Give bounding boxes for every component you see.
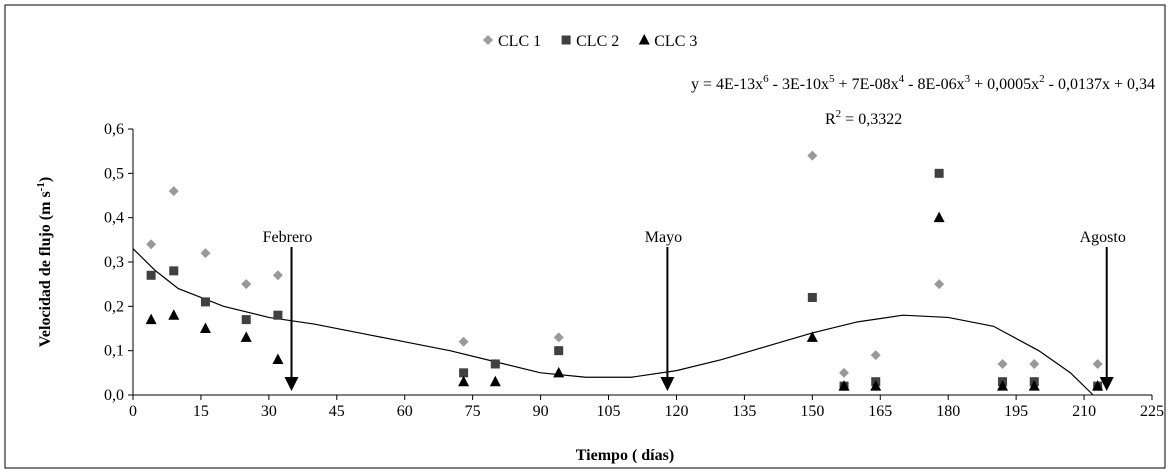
y-label-text: ) <box>37 177 54 182</box>
annotation: Mayo <box>645 229 682 246</box>
point <box>1092 380 1104 391</box>
x-tick-label: 165 <box>868 403 892 420</box>
point <box>240 331 252 342</box>
x-tick-label: 105 <box>597 403 621 420</box>
y-tick-label: 0,4 <box>104 210 124 227</box>
point <box>146 239 157 250</box>
chart-border <box>4 4 1166 469</box>
legend-label: CLC 1 <box>498 33 541 50</box>
superscript: 6 <box>763 73 769 85</box>
point <box>806 331 818 342</box>
superscript: 2 <box>836 108 842 120</box>
point <box>489 375 501 387</box>
x-tick-label: 120 <box>664 403 688 420</box>
point <box>870 380 882 391</box>
arrow-head <box>660 377 675 391</box>
x-tick-label: 150 <box>800 403 824 420</box>
equation-text: - 8E-06x <box>904 76 964 93</box>
point <box>272 270 283 281</box>
point <box>169 266 179 276</box>
x-tick-label: 60 <box>397 403 413 420</box>
point <box>934 279 945 290</box>
point <box>1092 358 1103 369</box>
x-tick-label: 0 <box>129 403 137 420</box>
point <box>199 322 211 333</box>
y-label-sup: -1 <box>35 182 47 191</box>
equation-text: R <box>825 111 836 128</box>
r-squared: R2 = 0,3322 <box>825 108 902 128</box>
equation-text: - 0,0137x + 0,34 <box>1045 76 1155 93</box>
point <box>1029 358 1040 369</box>
trendline <box>132 248 1094 396</box>
point <box>200 248 211 259</box>
equation-text: + 7E-08x <box>835 76 899 93</box>
point <box>459 368 469 378</box>
legend-marker <box>638 34 650 45</box>
y-tick-label: 0,5 <box>104 165 124 182</box>
point <box>168 309 180 320</box>
point <box>997 358 1008 369</box>
x-tick-label: 75 <box>465 403 481 420</box>
point <box>490 359 500 369</box>
legend-label: CLC 3 <box>654 33 697 50</box>
point <box>272 353 284 365</box>
x-tick-label: 45 <box>329 403 345 420</box>
point <box>870 350 881 361</box>
point <box>838 380 850 391</box>
equation: y = 4E-13x6 - 3E-10x5 + 7E-08x4 - 8E-06x… <box>691 73 1155 93</box>
point <box>146 270 156 280</box>
point <box>241 315 251 325</box>
x-tick-label: 15 <box>193 403 209 420</box>
y-tick-label: 0,2 <box>104 298 124 315</box>
y-axis-label: Velocidad de flujo (m s-1) <box>35 177 54 347</box>
point <box>997 380 1009 391</box>
legend-marker <box>561 35 571 45</box>
equation-text: y = 4E-13x <box>691 76 763 93</box>
legend-label: CLC 2 <box>576 33 619 50</box>
annotation: Agosto <box>1080 229 1126 246</box>
legend-marker <box>483 35 493 45</box>
x-axis-label: Tiempo ( días) <box>576 447 674 464</box>
x-tick-label: 30 <box>261 403 277 420</box>
point <box>553 366 565 378</box>
y-tick-label: 0,6 <box>104 121 124 138</box>
annotation: Febrero <box>263 229 313 246</box>
x-tick-label: 210 <box>1072 403 1096 420</box>
x-tick-label: 195 <box>1004 403 1028 420</box>
point <box>553 332 564 343</box>
point <box>458 375 470 387</box>
x-tick-label: 180 <box>936 403 960 420</box>
superscript: 2 <box>1039 73 1045 85</box>
point <box>807 292 817 302</box>
x-tick-label: 225 <box>1140 403 1164 420</box>
superscript: 3 <box>965 73 971 85</box>
x-tick-label: 135 <box>732 403 756 420</box>
point <box>241 279 252 290</box>
point <box>1028 380 1040 391</box>
point <box>807 150 818 161</box>
point <box>273 310 283 320</box>
point <box>934 168 944 178</box>
y-tick-label: 0,0 <box>104 387 124 404</box>
y-tick-label: 0,3 <box>104 254 124 271</box>
x-tick-label: 90 <box>533 403 549 420</box>
point <box>554 346 564 356</box>
point <box>145 313 157 325</box>
superscript: 4 <box>899 73 905 85</box>
arrow-head <box>1099 377 1114 391</box>
point <box>200 297 210 307</box>
superscript: 5 <box>829 73 835 85</box>
point <box>458 336 469 347</box>
y-tick-label: 0,1 <box>104 343 124 360</box>
point <box>839 367 850 378</box>
equation-text: + 0,0005x <box>970 76 1039 93</box>
equation-text: = 0,3322 <box>841 111 902 128</box>
equation-text: - 3E-10x <box>769 76 829 93</box>
point <box>933 211 945 223</box>
arrow-head <box>284 377 299 391</box>
point <box>168 186 179 197</box>
y-label-text: Velocidad de flujo (m s <box>37 191 54 347</box>
